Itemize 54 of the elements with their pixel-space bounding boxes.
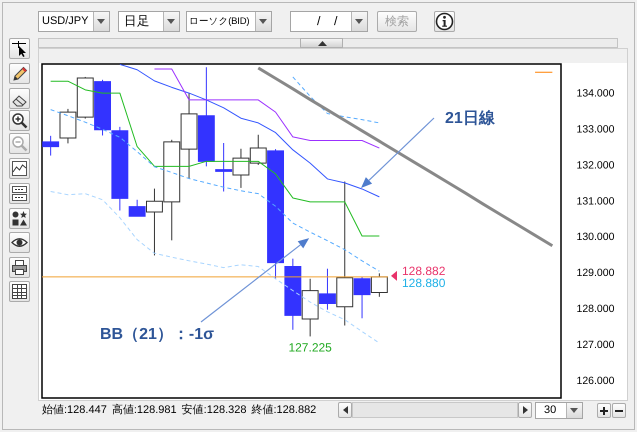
y-tick-label: 130.000 — [576, 231, 615, 244]
candlestick — [370, 272, 388, 298]
toolbar-button[interactable] — [9, 232, 30, 253]
toolbar-button[interactable] — [9, 88, 30, 109]
y-tick-label: 132.000 — [576, 159, 615, 172]
dropdown[interactable]: ローソク(BID) — [186, 11, 272, 32]
annotation: 127.225 — [288, 340, 332, 354]
scrollbar[interactable] — [352, 402, 518, 418]
date-field[interactable]: / / — [290, 11, 368, 32]
text: 高値:128.981 — [112, 402, 177, 418]
dropdown[interactable]: 日足 — [118, 11, 180, 32]
y-tick-label: 133.000 — [576, 124, 615, 136]
annotation: 21日線 — [445, 109, 496, 127]
line-series — [50, 109, 380, 272]
candlestick — [42, 135, 60, 156]
ref-line-label: 128.882 — [402, 264, 446, 278]
toolbar-button[interactable] — [9, 281, 30, 302]
y-tick-label: 127.000 — [576, 338, 615, 351]
dropdown[interactable]: USD/JPY — [38, 11, 110, 32]
info-button[interactable] — [434, 11, 455, 32]
line-series — [292, 76, 380, 124]
line-series — [154, 68, 380, 149]
toolbar-button[interactable] — [9, 208, 30, 229]
collapse-button[interactable] — [300, 38, 343, 48]
zoom-out-button[interactable] — [612, 403, 626, 418]
chart-title: USD/JPY — [42, 15, 88, 27]
dropdown[interactable]: 30 — [535, 402, 583, 419]
toolbar-button[interactable] — [9, 158, 30, 179]
y-tick-label: 131.000 — [576, 195, 615, 208]
line-series — [256, 66, 554, 248]
text: 安値:128.328 — [182, 402, 246, 418]
toolbar-button[interactable] — [9, 110, 30, 131]
candlestick — [215, 142, 232, 192]
scroll-right-button[interactable] — [518, 402, 532, 418]
annotation: BB（21）：-1σ — [100, 326, 214, 343]
line-series — [119, 64, 380, 198]
y-tick-label: 129.000 — [576, 267, 615, 280]
text: 始値:128.447 — [42, 403, 107, 418]
y-tick-label: 134.000 — [576, 88, 615, 100]
text: 終値:128.882 — [251, 403, 316, 418]
y-tick-label: 128.000 — [576, 303, 615, 316]
candlestick — [128, 199, 146, 217]
candlestick — [354, 276, 371, 319]
candlestick — [318, 268, 336, 310]
line-series — [50, 190, 380, 344]
y-tick-label: 126.000 — [576, 374, 615, 387]
line-series — [50, 80, 380, 237]
toolbar-button[interactable] — [9, 63, 30, 84]
zoom-in-button[interactable] — [597, 403, 611, 418]
toolbar-button[interactable] — [9, 183, 30, 204]
toolbar-button[interactable] — [9, 257, 30, 278]
scroll-left-button[interactable] — [338, 402, 352, 418]
annotation: 128.880 — [402, 276, 446, 290]
toolbar-button[interactable] — [9, 38, 30, 59]
